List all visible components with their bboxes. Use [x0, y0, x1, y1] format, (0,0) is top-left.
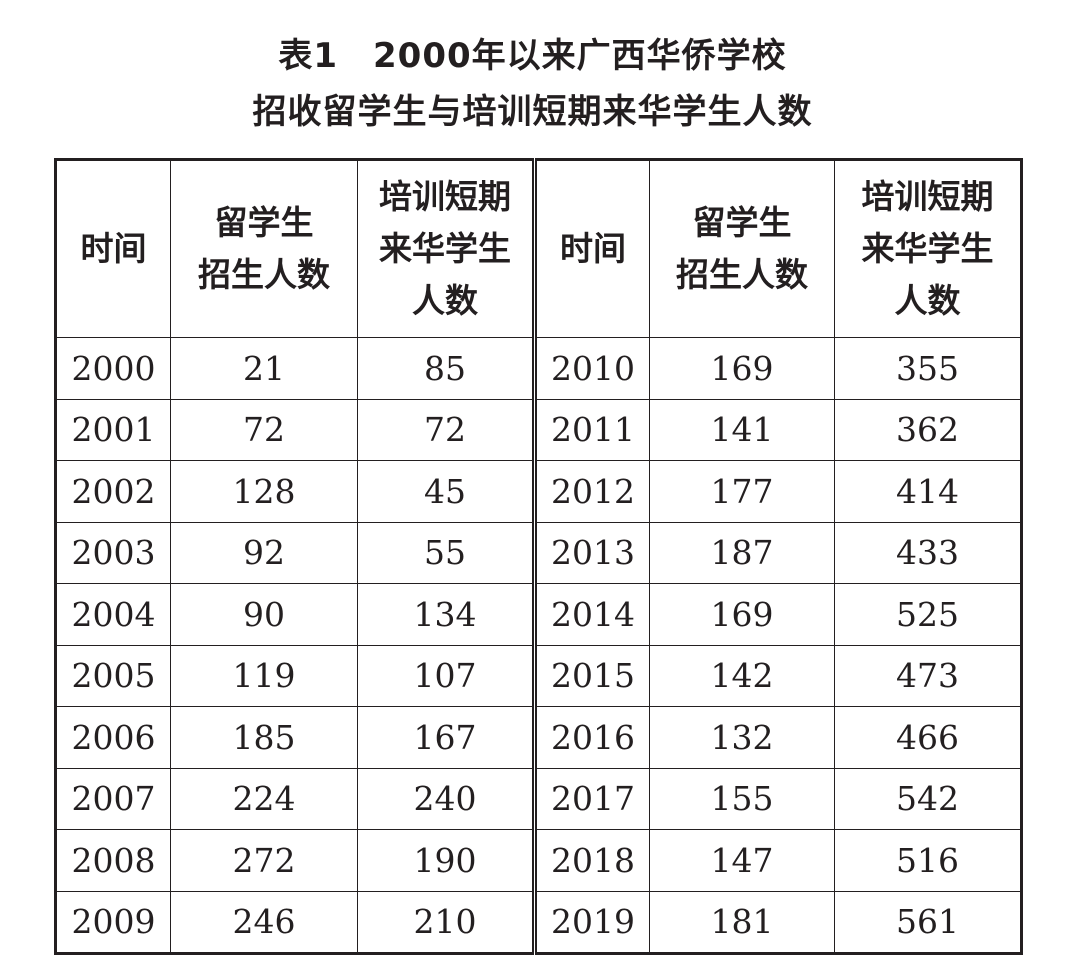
cell-short-term-students: 414: [834, 460, 1022, 523]
header-label: 时间: [80, 229, 147, 268]
cell-short-term-students: 355: [834, 337, 1022, 400]
header-label: 来华学生: [379, 229, 511, 268]
table-row: 2002 128 45 2012 177 414: [55, 460, 1022, 523]
header-time: 时间: [55, 159, 171, 338]
header-short-term-students: 培训短期 来华学生 人数: [834, 159, 1022, 338]
header-label: 招生人数: [198, 255, 330, 294]
cell-year: 2002: [55, 460, 171, 523]
cell-short-term-students: 45: [357, 460, 535, 523]
cell-intl-students: 21: [170, 337, 358, 400]
cell-short-term-students: 134: [357, 583, 535, 646]
table-body: 2000 21 85 2010 169 355 2001 72 72 2011 141 362 2002…: [55, 337, 1022, 954]
cell-year: 2011: [532, 398, 650, 461]
cell-intl-students: 177: [649, 460, 835, 523]
cell-year: 2013: [532, 521, 650, 584]
cell-year: 2012: [532, 460, 650, 523]
table-row: 2005 119 107 2015 142 473: [55, 644, 1022, 707]
cell-short-term-students: 210: [357, 890, 535, 954]
header-row: 时间 留学生 招生人数 培训短期 来华学生 人数 时间 留学生 招生人数 培训短…: [55, 159, 1022, 338]
cell-short-term-students: 473: [834, 644, 1022, 707]
cell-year: 2015: [532, 644, 650, 707]
table-row: 2007 224 240 2017 155 542: [55, 767, 1022, 830]
cell-intl-students: 155: [649, 767, 835, 830]
table-row: 2004 90 134 2014 169 525: [55, 583, 1022, 646]
table-row: 2000 21 85 2010 169 355: [55, 337, 1022, 400]
cell-year: 2007: [55, 767, 171, 830]
table-row: 2008 272 190 2018 147 516: [55, 829, 1022, 892]
table-title-line-2: 招收留学生与培训短期来华学生人数: [252, 92, 813, 132]
header-label: 培训短期: [861, 177, 994, 216]
cell-intl-students: 224: [170, 767, 358, 830]
table-row: 2009 246 210 2019 181 561: [55, 890, 1022, 954]
header-label: 人数: [412, 281, 478, 320]
header-label: 培训短期: [379, 177, 511, 216]
cell-year: 2005: [55, 644, 171, 707]
cell-intl-students: 187: [649, 521, 835, 584]
header-label: 招生人数: [676, 255, 808, 294]
cell-short-term-students: 466: [834, 706, 1022, 769]
cell-year: 2006: [55, 706, 171, 769]
cell-short-term-students: 240: [357, 767, 535, 830]
table-row: 2001 72 72 2011 141 362: [55, 398, 1022, 461]
header-short-term-students: 培训短期 来华学生 人数: [357, 159, 535, 338]
cell-intl-students: 72: [170, 398, 358, 461]
cell-year: 2016: [532, 706, 650, 769]
cell-year: 2019: [532, 890, 650, 954]
header-intl-students: 留学生 招生人数: [649, 159, 835, 338]
cell-short-term-students: 362: [834, 398, 1022, 461]
cell-intl-students: 90: [170, 583, 358, 646]
cell-intl-students: 92: [170, 521, 358, 584]
cell-short-term-students: 107: [357, 644, 535, 707]
cell-short-term-students: 516: [834, 829, 1022, 892]
cell-intl-students: 147: [649, 829, 835, 892]
cell-year: 2008: [55, 829, 171, 892]
table-row: 2003 92 55 2013 187 433: [55, 521, 1022, 584]
cell-year: 2001: [55, 398, 171, 461]
cell-short-term-students: 167: [357, 706, 535, 769]
cell-intl-students: 169: [649, 583, 835, 646]
data-table: 时间 留学生 招生人数 培训短期 来华学生 人数 时间 留学生 招生人数 培训短…: [54, 158, 1023, 955]
cell-intl-students: 185: [170, 706, 358, 769]
cell-year: 2010: [532, 337, 650, 400]
header-intl-students: 留学生 招生人数: [170, 159, 358, 338]
cell-year: 2014: [532, 583, 650, 646]
table-title-line-1: 表1 2000年以来广西华侨学校: [278, 36, 787, 76]
cell-short-term-students: 55: [357, 521, 535, 584]
header-label: 时间: [560, 229, 626, 268]
cell-year: 2004: [55, 583, 171, 646]
cell-short-term-students: 433: [834, 521, 1022, 584]
cell-year: 2017: [532, 767, 650, 830]
header-label: 来华学生: [861, 229, 994, 268]
header-label: 留学生: [214, 203, 314, 242]
header-label: 留学生: [692, 203, 792, 242]
cell-short-term-students: 525: [834, 583, 1022, 646]
cell-year: 2009: [55, 890, 171, 954]
cell-intl-students: 128: [170, 460, 358, 523]
cell-short-term-students: 72: [357, 398, 535, 461]
cell-year: 2000: [55, 337, 171, 400]
cell-intl-students: 246: [170, 890, 358, 954]
table-row: 2006 185 167 2016 132 466: [55, 706, 1022, 769]
header-label: 人数: [894, 281, 961, 320]
cell-intl-students: 272: [170, 829, 358, 892]
cell-intl-students: 119: [170, 644, 358, 707]
header-time: 时间: [532, 159, 650, 338]
cell-year: 2018: [532, 829, 650, 892]
cell-intl-students: 169: [649, 337, 835, 400]
cell-intl-students: 181: [649, 890, 835, 954]
cell-intl-students: 142: [649, 644, 835, 707]
cell-short-term-students: 561: [834, 890, 1022, 954]
cell-short-term-students: 190: [357, 829, 535, 892]
cell-year: 2003: [55, 521, 171, 584]
cell-short-term-students: 85: [357, 337, 535, 400]
cell-short-term-students: 542: [834, 767, 1022, 830]
cell-intl-students: 141: [649, 398, 835, 461]
cell-intl-students: 132: [649, 706, 835, 769]
